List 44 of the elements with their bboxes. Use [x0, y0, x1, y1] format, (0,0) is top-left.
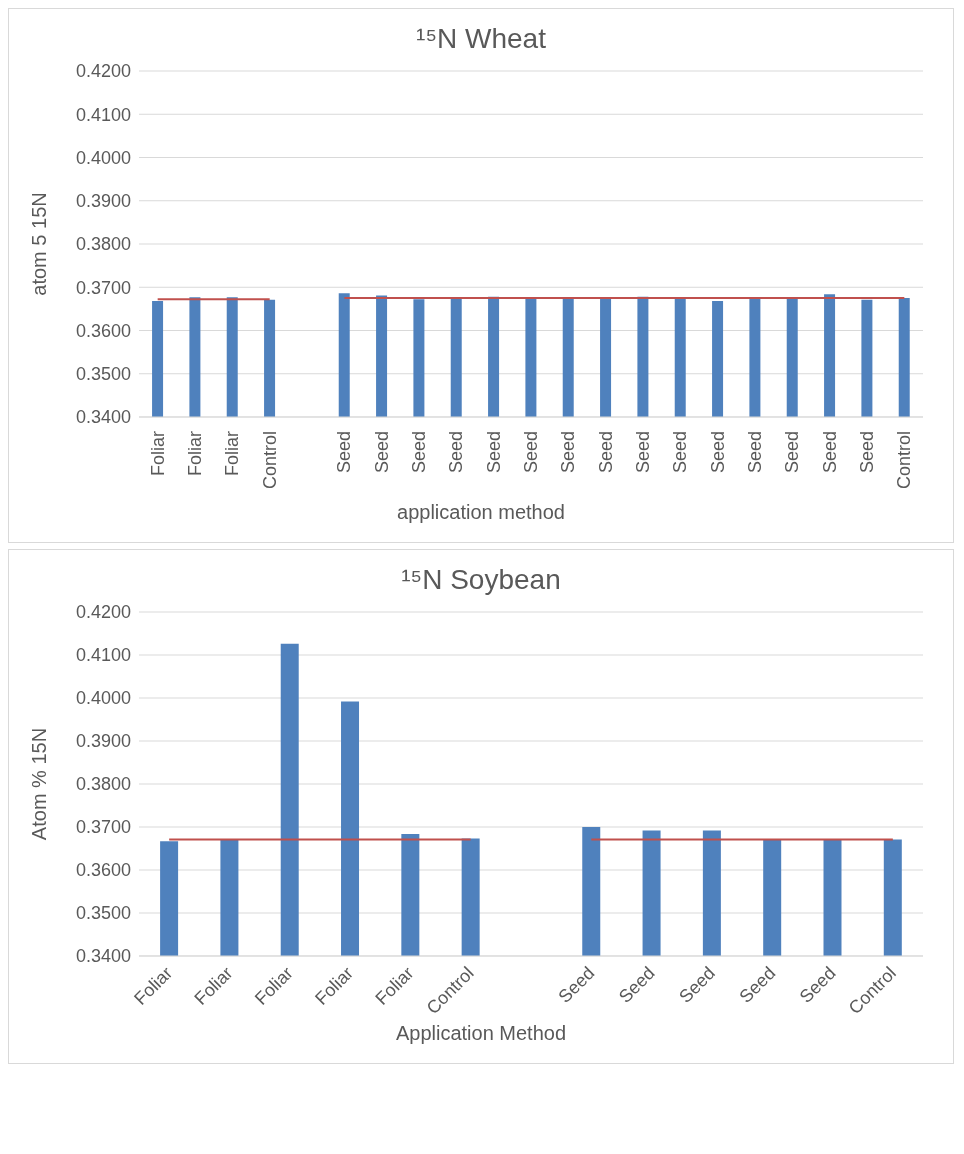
x-tick-label: Foliar: [185, 431, 205, 477]
x-axis-title: application method: [396, 500, 566, 525]
chart-title: ¹⁵N Soybean: [400, 563, 562, 596]
x-tick-label: Seed: [409, 431, 429, 474]
x-tick-label: Seed: [707, 431, 728, 474]
y-axis-title: atom 5 15N: [28, 192, 51, 296]
y-tick-label: 0.3700: [75, 277, 131, 298]
y-tick-label: 0.3600: [75, 320, 131, 341]
x-tick-label: Seed: [558, 431, 579, 474]
y-tick-label: 0.3500: [75, 903, 131, 924]
x-tick-label: Control: [894, 431, 915, 490]
x-tick-label: Seed: [857, 431, 877, 474]
x-tick-label: Seed: [521, 431, 541, 474]
y-tick-label: 0.3700: [75, 817, 131, 838]
y-tick-label: 0.3500: [75, 364, 131, 385]
y-tick-label: 0.3900: [75, 191, 131, 212]
y-tick-label: 0.3800: [75, 234, 131, 255]
x-tick-label: Seed: [334, 431, 355, 474]
y-tick-label: 0.4200: [75, 61, 131, 82]
y-tick-label: 0.4100: [75, 104, 131, 125]
x-tick-label: Foliar: [147, 431, 168, 477]
y-tick-label: 0.3900: [75, 731, 131, 752]
x-tick-label: Control: [259, 431, 280, 490]
x-tick-label: Seed: [670, 431, 691, 474]
x-tick-label: Seed: [595, 431, 616, 474]
y-axis-title: Atom % 15N: [28, 727, 51, 841]
y-tick-label: 0.3600: [75, 860, 131, 881]
chart-title: ¹⁵N Wheat: [415, 22, 547, 55]
y-tick-label: 0.4100: [75, 645, 131, 666]
x-axis-title: Application Method: [395, 1022, 567, 1044]
x-tick-label: Seed: [782, 431, 803, 474]
x-tick-label: Seed: [819, 431, 840, 474]
x-tick-label: Foliar: [222, 431, 243, 477]
y-tick-label: 0.4200: [75, 602, 131, 623]
y-tick-label: 0.3400: [75, 407, 131, 428]
y-tick-label: 0.4000: [75, 688, 131, 709]
x-tick-label: Seed: [745, 431, 765, 474]
y-tick-label: 0.3400: [75, 946, 131, 967]
x-tick-label: Seed: [633, 431, 653, 474]
y-tick-label: 0.3800: [75, 774, 131, 795]
x-tick-label: Seed: [446, 431, 467, 474]
x-tick-label: Seed: [483, 431, 504, 474]
x-tick-label: Seed: [371, 431, 392, 474]
y-tick-label: 0.4000: [75, 147, 131, 168]
